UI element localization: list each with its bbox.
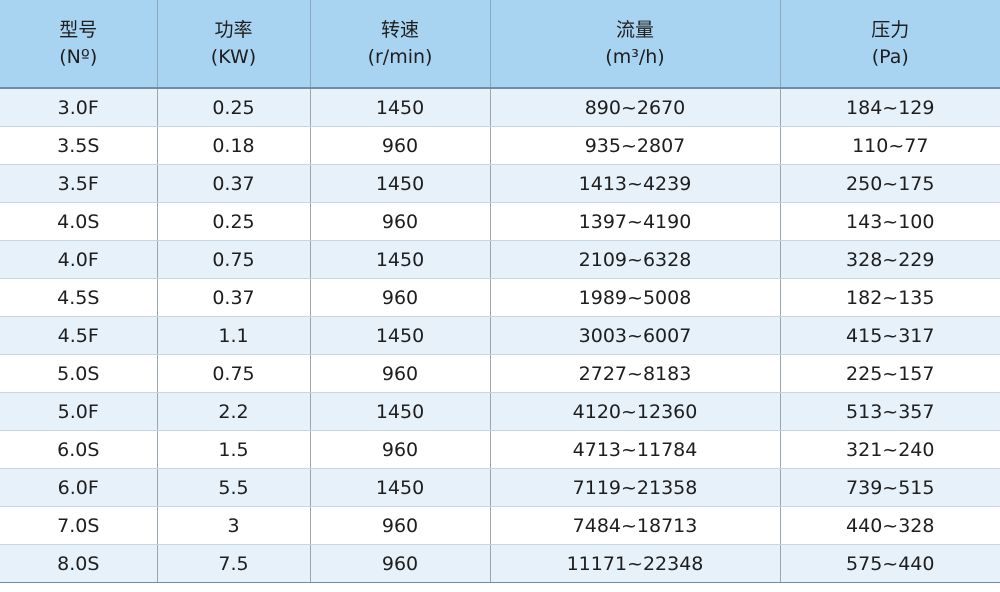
table-cell: 5.0F <box>0 392 157 431</box>
table-cell: 1.5 <box>156 430 310 469</box>
table-cell: 3.0F <box>0 88 157 127</box>
table-cell: 440~328 <box>779 506 1000 545</box>
header-unit: (KW) <box>210 45 257 68</box>
table-cell: 935~2807 <box>489 126 780 165</box>
table-cell: 0.75 <box>156 354 310 393</box>
table-cell: 3.5F <box>0 164 157 203</box>
table-cell: 110~77 <box>779 126 1000 165</box>
table-cell: 415~317 <box>779 316 1000 355</box>
table-row: 4.0F 0.75 1450 2109~6328 328~229 <box>0 240 1000 279</box>
table-cell: 328~229 <box>779 240 1000 279</box>
table-cell: 0.25 <box>156 88 310 127</box>
table-cell: 1450 <box>309 88 490 127</box>
table-cell: 4120~12360 <box>489 392 780 431</box>
table-cell: 0.25 <box>156 202 310 241</box>
header-cell: 流量 (m³/h) <box>489 0 780 89</box>
table-cell: 5.0S <box>0 354 157 393</box>
table-cell: 4.5F <box>0 316 157 355</box>
table-row: 5.0S 0.75 960 2727~8183 225~157 <box>0 354 1000 393</box>
table-cell: 7484~18713 <box>489 506 780 545</box>
header-name: 转速 <box>380 18 419 41</box>
table-cell: 960 <box>309 544 490 583</box>
header-unit: (Nº) <box>59 45 98 68</box>
table-cell: 321~240 <box>779 430 1000 469</box>
header-name: 流量 <box>615 18 654 41</box>
header-name: 压力 <box>871 18 910 41</box>
table-cell: 513~357 <box>779 392 1000 431</box>
table-row: 6.0S 1.5 960 4713~11784 321~240 <box>0 430 1000 469</box>
table-cell: 3.5S <box>0 126 157 165</box>
header-cell: 压力 (Pa) <box>779 0 1000 89</box>
table-row: 4.5S 0.37 960 1989~5008 182~135 <box>0 278 1000 317</box>
header-unit: (Pa) <box>871 45 909 68</box>
table-cell: 0.37 <box>156 278 310 317</box>
table-cell: 1450 <box>309 468 490 507</box>
table-cell: 1413~4239 <box>489 164 780 203</box>
table-cell: 182~135 <box>779 278 1000 317</box>
table-row: 5.0F 2.2 1450 4120~12360 513~357 <box>0 392 1000 431</box>
table-cell: 5.5 <box>156 468 310 507</box>
table-cell: 3 <box>156 506 310 545</box>
table-cell: 4.0S <box>0 202 157 241</box>
table-body: 3.0F 0.25 1450 890~2670 184~129 3.5S 0.18 960 93… <box>0 88 1000 583</box>
header-cell: 功率 (KW) <box>156 0 310 89</box>
table-cell: 1450 <box>309 240 490 279</box>
table-cell: 0.37 <box>156 164 310 203</box>
table-cell: 2.2 <box>156 392 310 431</box>
table-cell: 0.18 <box>156 126 310 165</box>
table-cell: 960 <box>309 354 490 393</box>
table-cell: 1397~4190 <box>489 202 780 241</box>
table-row: 8.0S 7.5 960 11171~22348 575~440 <box>0 544 1000 583</box>
table-cell: 4.5S <box>0 278 157 317</box>
table-cell: 2727~8183 <box>489 354 780 393</box>
table-cell: 3003~6007 <box>489 316 780 355</box>
table-cell: 960 <box>309 506 490 545</box>
header-cell: 转速 (r/min) <box>309 0 490 89</box>
table-cell: 7.5 <box>156 544 310 583</box>
table-cell: 1450 <box>309 164 490 203</box>
header-cell: 型号 (Nº) <box>0 0 157 89</box>
header-name: 功率 <box>214 18 253 41</box>
table-row: 4.0S 0.25 960 1397~4190 143~100 <box>0 202 1000 241</box>
table-cell: 960 <box>309 430 490 469</box>
table-cell: 8.0S <box>0 544 157 583</box>
table-row: 3.5F 0.37 1450 1413~4239 250~175 <box>0 164 1000 203</box>
table-cell: 960 <box>309 202 490 241</box>
table-cell: 2109~6328 <box>489 240 780 279</box>
table-cell: 143~100 <box>779 202 1000 241</box>
table-cell: 11171~22348 <box>489 544 780 583</box>
table-cell: 0.75 <box>156 240 310 279</box>
table-cell: 7119~21358 <box>489 468 780 507</box>
table-cell: 890~2670 <box>489 88 780 127</box>
table-cell: 575~440 <box>779 544 1000 583</box>
table-cell: 1.1 <box>156 316 310 355</box>
table-cell: 250~175 <box>779 164 1000 203</box>
table-cell: 6.0F <box>0 468 157 507</box>
table-cell: 1450 <box>309 392 490 431</box>
table-cell: 1450 <box>309 316 490 355</box>
table-cell: 4713~11784 <box>489 430 780 469</box>
table-cell: 7.0S <box>0 506 157 545</box>
table-cell: 4.0F <box>0 240 157 279</box>
table-row: 6.0F 5.5 1450 7119~21358 739~515 <box>0 468 1000 507</box>
table-cell: 225~157 <box>779 354 1000 393</box>
header-unit: (m³/h) <box>605 45 665 68</box>
table-row: 4.5F 1.1 1450 3003~6007 415~317 <box>0 316 1000 355</box>
header-row: 型号 (Nº) 功率 (KW) 转速 (r/min) 流量 (m³/h) 压力 (Pa) <box>0 0 1000 89</box>
table-cell: 960 <box>309 126 490 165</box>
table-cell: 6.0S <box>0 430 157 469</box>
table-row: 3.0F 0.25 1450 890~2670 184~129 <box>0 88 1000 127</box>
table-row: 7.0S 3 960 7484~18713 440~328 <box>0 506 1000 545</box>
table-cell: 1989~5008 <box>489 278 780 317</box>
table-cell: 184~129 <box>779 88 1000 127</box>
table-cell: 960 <box>309 278 490 317</box>
table-cell: 739~515 <box>779 468 1000 507</box>
header-name: 型号 <box>59 18 98 41</box>
header-unit: (r/min) <box>367 45 433 68</box>
table-row: 3.5S 0.18 960 935~2807 110~77 <box>0 126 1000 165</box>
